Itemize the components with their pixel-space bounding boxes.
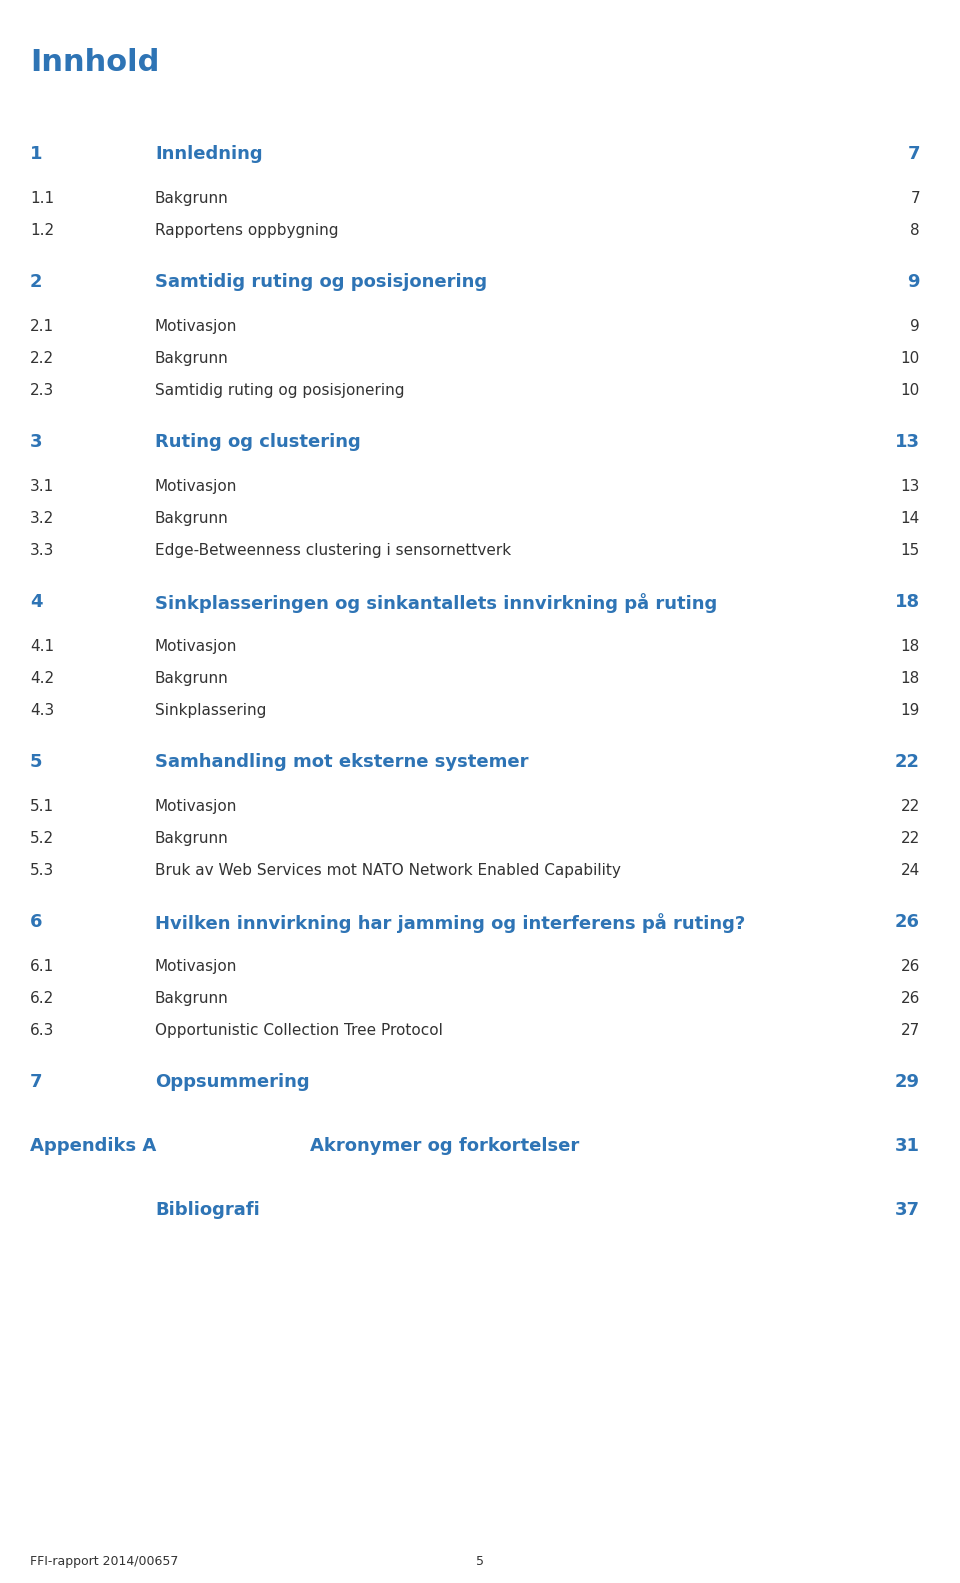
Text: Rapportens oppbygning: Rapportens oppbygning [155,223,339,237]
Text: 3: 3 [30,434,42,451]
Text: 10: 10 [900,383,920,397]
Text: Samhandling mot eksterne systemer: Samhandling mot eksterne systemer [155,754,529,771]
Text: 26: 26 [900,959,920,974]
Text: 26: 26 [895,913,920,931]
Text: 2.1: 2.1 [30,320,54,334]
Text: Edge-Betweenness clustering i sensornettverk: Edge-Betweenness clustering i sensornett… [155,543,511,557]
Text: 13: 13 [895,434,920,451]
Text: Opportunistic Collection Tree Protocol: Opportunistic Collection Tree Protocol [155,1023,443,1038]
Text: 2.3: 2.3 [30,383,55,397]
Text: 2: 2 [30,272,42,291]
Text: 13: 13 [900,480,920,494]
Text: 3.1: 3.1 [30,480,55,494]
Text: Bakgrunn: Bakgrunn [155,351,228,366]
Text: 5.2: 5.2 [30,831,54,845]
Text: Innhold: Innhold [30,47,159,78]
Text: Bakgrunn: Bakgrunn [155,192,228,206]
Text: 18: 18 [900,640,920,654]
Text: 18: 18 [900,671,920,685]
Text: Bakgrunn: Bakgrunn [155,511,228,526]
Text: 3.3: 3.3 [30,543,55,557]
Text: 4.3: 4.3 [30,703,55,719]
Text: 5.1: 5.1 [30,799,54,814]
Text: 1.2: 1.2 [30,223,54,237]
Text: 9: 9 [910,320,920,334]
Text: FFI-rapport 2014/00657: FFI-rapport 2014/00657 [30,1555,179,1569]
Text: 6: 6 [30,913,42,931]
Text: 4.1: 4.1 [30,640,54,654]
Text: Bruk av Web Services mot NATO Network Enabled Capability: Bruk av Web Services mot NATO Network En… [155,863,621,879]
Text: 7: 7 [910,192,920,206]
Text: Motivasjon: Motivasjon [155,640,237,654]
Text: 22: 22 [895,754,920,771]
Text: 7: 7 [30,1073,42,1091]
Text: 27: 27 [900,1023,920,1038]
Text: 6.2: 6.2 [30,991,55,1007]
Text: Bakgrunn: Bakgrunn [155,991,228,1007]
Text: Bakgrunn: Bakgrunn [155,831,228,845]
Text: 18: 18 [895,594,920,611]
Text: Bibliografi: Bibliografi [155,1201,260,1219]
Text: 15: 15 [900,543,920,557]
Text: 1: 1 [30,146,42,163]
Text: Oppsummering: Oppsummering [155,1073,310,1091]
Text: 2.2: 2.2 [30,351,54,366]
Text: Appendiks A: Appendiks A [30,1137,156,1156]
Text: Motivasjon: Motivasjon [155,959,237,974]
Text: 6.3: 6.3 [30,1023,55,1038]
Text: 5: 5 [476,1555,484,1569]
Text: 5: 5 [30,754,42,771]
Text: 31: 31 [895,1137,920,1156]
Text: 4: 4 [30,594,42,611]
Text: 8: 8 [910,223,920,237]
Text: Innledning: Innledning [155,146,263,163]
Text: Sinkplassering: Sinkplassering [155,703,266,719]
Text: 19: 19 [900,703,920,719]
Text: 24: 24 [900,863,920,879]
Text: 29: 29 [895,1073,920,1091]
Text: Motivasjon: Motivasjon [155,480,237,494]
Text: 10: 10 [900,351,920,366]
Text: 7: 7 [907,146,920,163]
Text: Akronymer og forkortelser: Akronymer og forkortelser [310,1137,579,1156]
Text: 37: 37 [895,1201,920,1219]
Text: Sinkplasseringen og sinkantallets innvirkning på ruting: Sinkplasseringen og sinkantallets innvir… [155,594,717,613]
Text: 26: 26 [900,991,920,1007]
Text: Samtidig ruting og posisjonering: Samtidig ruting og posisjonering [155,272,487,291]
Text: 22: 22 [900,799,920,814]
Text: Ruting og clustering: Ruting og clustering [155,434,361,451]
Text: 4.2: 4.2 [30,671,54,685]
Text: 9: 9 [907,272,920,291]
Text: Motivasjon: Motivasjon [155,320,237,334]
Text: 22: 22 [900,831,920,845]
Text: 1.1: 1.1 [30,192,54,206]
Text: Bakgrunn: Bakgrunn [155,671,228,685]
Text: 3.2: 3.2 [30,511,55,526]
Text: Hvilken innvirkning har jamming og interferens på ruting?: Hvilken innvirkning har jamming og inter… [155,913,745,932]
Text: 14: 14 [900,511,920,526]
Text: Motivasjon: Motivasjon [155,799,237,814]
Text: 5.3: 5.3 [30,863,55,879]
Text: 6.1: 6.1 [30,959,55,974]
Text: Samtidig ruting og posisjonering: Samtidig ruting og posisjonering [155,383,404,397]
